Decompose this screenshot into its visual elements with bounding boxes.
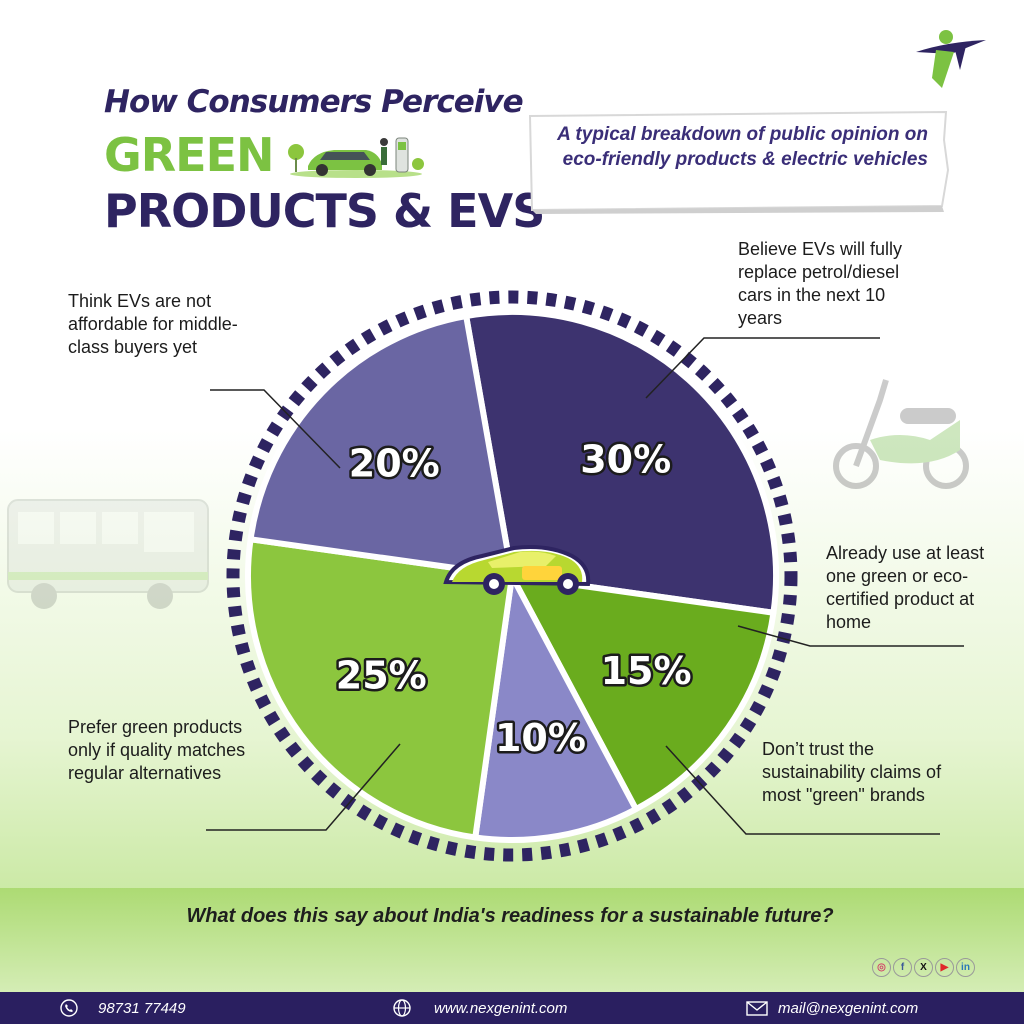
leader-line-15 <box>737 625 964 647</box>
brand-logo <box>916 30 986 88</box>
phone-icon <box>60 999 78 1017</box>
leader-line-10 <box>665 745 940 835</box>
scooter-illustration <box>833 379 969 489</box>
title-line-3: PRODUCTS & EVS <box>104 184 545 238</box>
globe-icon <box>393 999 411 1017</box>
bus-illustration <box>7 499 209 609</box>
instagram-icon[interactable]: ◎ <box>872 958 891 977</box>
pie-slice-20 <box>247 313 515 579</box>
leader-line-20 <box>210 389 341 469</box>
slice-label-15: 15% <box>601 649 692 693</box>
pie-slice-30 <box>463 309 779 616</box>
website-link[interactable]: www.nexgenint.com <box>434 1000 568 1017</box>
slice-label-25: 25% <box>336 654 427 698</box>
facebook-icon[interactable]: f <box>893 958 912 977</box>
mail-icon <box>746 1001 768 1016</box>
callout-30: Believe EVs will fully replace petrol/di… <box>738 239 903 328</box>
pie-slice-15 <box>509 573 777 813</box>
callout-15: Already use at least one green or eco-ce… <box>826 543 985 632</box>
subtitle-box <box>528 110 950 214</box>
leader-line-25 <box>206 743 401 831</box>
callout-20: Think EVs are not affordable for middle-… <box>68 291 238 357</box>
pie-dotted-ring <box>226 290 798 862</box>
contact-bar <box>0 992 1024 1024</box>
linkedin-icon[interactable]: in <box>956 958 975 977</box>
slice-label-10: 10% <box>495 716 586 760</box>
callout-25: Prefer green products only if quality ma… <box>68 717 246 783</box>
pie-slice-10 <box>472 573 639 843</box>
x-icon[interactable]: X <box>914 958 933 977</box>
ev-charging-illustration <box>288 137 424 178</box>
title-line-1: How Consumers Perceive <box>104 84 524 120</box>
footer-question: What does this say about India's readine… <box>186 905 834 927</box>
email-link[interactable]: mail@nexgenint.com <box>778 1000 919 1017</box>
youtube-icon[interactable]: ▶ <box>935 958 954 977</box>
phone-number[interactable]: 98731 77449 <box>98 1000 186 1017</box>
callout-10: Don’t trust the sustainability claims of… <box>762 739 942 805</box>
pie-slice-25 <box>245 536 515 841</box>
subtitle: A typical breakdown of public opinion on… <box>557 124 928 170</box>
leader-line-30 <box>645 337 880 399</box>
center-car-icon <box>443 545 591 595</box>
title-line-2: GREEN <box>104 128 275 182</box>
slice-label-30: 30% <box>580 437 671 481</box>
slice-label-20: 20% <box>349 441 440 485</box>
